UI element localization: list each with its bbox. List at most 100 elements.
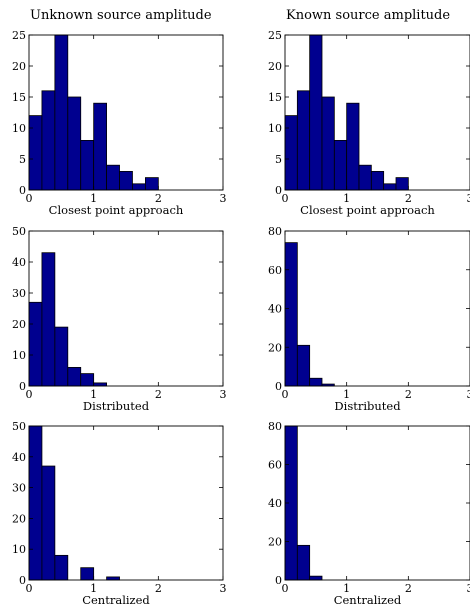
- y-tick-label: 60: [268, 459, 282, 472]
- y-tick-label: 20: [12, 318, 26, 331]
- histogram-panel-1: 0 1 2 3 0 5 10 15 20 25 Closest point approach: [12, 29, 227, 217]
- y-tick-label: 0: [19, 184, 26, 197]
- histogram-bar: [346, 102, 360, 191]
- histogram-panel-4: 0 1 2 3 0 20 40 60 80 Distributed: [268, 225, 470, 413]
- histogram-bar: [106, 164, 120, 191]
- column-title-unknown: Unknown source amplitude: [30, 8, 212, 23]
- x-axis-label: Centralized: [82, 593, 150, 607]
- histogram-bar: [370, 170, 385, 191]
- histogram-bar: [67, 366, 82, 387]
- y-tick-label: 0: [19, 574, 26, 587]
- x-tick-label: 1: [90, 192, 97, 205]
- x-axis-label: Centralized: [334, 593, 402, 607]
- column-title-known: Known source amplitude: [286, 8, 451, 23]
- x-axis-label: Distributed: [334, 399, 401, 413]
- histogram-bar: [284, 115, 298, 191]
- x-tick-label: 1: [343, 582, 350, 595]
- y-tick-label: 40: [12, 451, 26, 464]
- histogram-bar: [93, 382, 107, 387]
- x-tick-label: 1: [90, 582, 97, 595]
- histogram-bar: [309, 377, 323, 387]
- x-tick-label: 2: [155, 582, 162, 595]
- y-tick-label: 5: [275, 153, 282, 166]
- y-tick-label: 20: [268, 60, 282, 73]
- x-axis-label: Closest point approach: [49, 203, 184, 217]
- y-tick-label: 0: [275, 184, 282, 197]
- histogram-bar: [106, 576, 120, 581]
- histogram-bar: [93, 102, 107, 191]
- histogram-bar: [309, 34, 323, 191]
- histogram-bar: [28, 425, 43, 581]
- histogram-panel-2: 0 1 2 3 0 5 10 15 20 25 Closest point approach: [268, 29, 470, 217]
- x-tick-label: 0: [282, 582, 289, 595]
- axes-frame: [28, 425, 224, 581]
- histogram-bar: [41, 90, 56, 191]
- x-tick-label: 1: [90, 388, 97, 401]
- y-tick-label: 25: [12, 29, 26, 42]
- y-tick-label: 10: [12, 122, 26, 135]
- histogram-bar: [284, 242, 298, 387]
- x-axis-label: Distributed: [83, 399, 150, 413]
- y-tick-label: 20: [268, 536, 282, 549]
- x-tick-label: 0: [282, 388, 289, 401]
- y-tick-label: 0: [275, 574, 282, 587]
- histogram-bar: [80, 567, 95, 581]
- x-tick-label: 3: [220, 192, 227, 205]
- x-tick-label: 1: [343, 192, 350, 205]
- axes-frame: [28, 230, 224, 387]
- x-tick-label: 0: [26, 388, 33, 401]
- histogram-bar: [383, 183, 397, 191]
- x-tick-label: 2: [405, 388, 412, 401]
- histogram-bar: [333, 139, 348, 191]
- histogram-bar: [54, 34, 69, 191]
- y-tick-label: 25: [268, 29, 282, 42]
- histogram-bar: [80, 373, 95, 387]
- x-tick-label: 3: [467, 582, 470, 595]
- histogram-bar: [395, 177, 409, 191]
- x-tick-label: 1: [343, 388, 350, 401]
- y-tick-label: 5: [19, 153, 26, 166]
- histogram-bar: [41, 465, 56, 581]
- x-tick-label: 0: [282, 192, 289, 205]
- histogram-bar: [28, 301, 43, 387]
- x-tick-label: 0: [26, 582, 33, 595]
- axes-frame: [284, 230, 470, 387]
- histogram-bar: [358, 164, 372, 191]
- y-tick-label: 60: [268, 264, 282, 277]
- histogram-bar: [119, 170, 133, 191]
- y-tick-label: 30: [12, 482, 26, 495]
- histogram-bar: [144, 177, 159, 191]
- histogram-panel-6: 0 1 2 3 0 20 40 60 80 Centralized: [268, 420, 470, 607]
- y-tick-label: 10: [268, 122, 282, 135]
- histogram-bar: [67, 96, 82, 191]
- y-tick-label: 50: [12, 420, 26, 433]
- axes-frame: [284, 425, 470, 581]
- y-tick-label: 50: [12, 225, 26, 238]
- y-tick-label: 40: [12, 256, 26, 269]
- y-tick-label: 20: [268, 341, 282, 354]
- y-tick-label: 10: [12, 349, 26, 362]
- histogram-bar: [80, 139, 95, 191]
- histogram-bar: [296, 90, 311, 191]
- x-tick-label: 2: [155, 388, 162, 401]
- y-tick-label: 20: [12, 60, 26, 73]
- y-tick-label: 15: [268, 91, 282, 104]
- y-tick-label: 80: [268, 225, 282, 238]
- x-axis-label: Closest point approach: [300, 203, 435, 217]
- x-tick-label: 2: [155, 192, 162, 205]
- y-tick-label: 40: [268, 303, 282, 316]
- x-tick-label: 2: [405, 192, 412, 205]
- x-tick-label: 0: [26, 192, 33, 205]
- y-tick-label: 0: [275, 380, 282, 393]
- histogram-bar: [296, 344, 311, 387]
- x-tick-label: 3: [467, 192, 470, 205]
- x-tick-label: 3: [467, 388, 470, 401]
- y-tick-label: 10: [12, 543, 26, 556]
- y-tick-label: 30: [12, 287, 26, 300]
- histogram-bar: [132, 183, 146, 191]
- x-tick-label: 2: [405, 582, 412, 595]
- x-tick-label: 3: [220, 388, 227, 401]
